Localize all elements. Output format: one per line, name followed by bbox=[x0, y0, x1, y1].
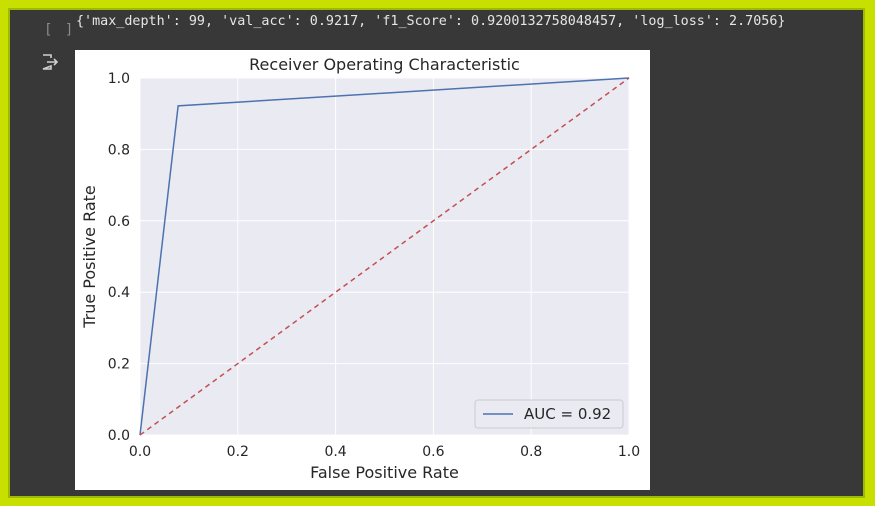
y-tick-label: 0.8 bbox=[108, 142, 130, 158]
cell-stdout: {'max_depth': 99, 'val_acc': 0.9217, 'f1… bbox=[76, 14, 786, 29]
x-tick-label: 0.0 bbox=[129, 444, 151, 460]
x-axis-label: False Positive Rate bbox=[310, 463, 459, 482]
legend: AUC = 0.92 bbox=[474, 399, 624, 429]
roc-figure: 0.0 0.2 0.4 0.6 0.8 1.0 0.0 0.2 0.4 0.6 0.8 1.0 Rec… bbox=[75, 50, 650, 490]
x-tick-label: 1.0 bbox=[618, 444, 640, 460]
y-tick-label: 0.4 bbox=[108, 285, 130, 301]
series-group bbox=[139, 77, 630, 436]
chance-diagonal-line bbox=[139, 77, 630, 436]
cell-run-prompt[interactable]: [ ] bbox=[44, 22, 76, 38]
chart-title: Receiver Operating Characteristic bbox=[249, 55, 520, 74]
y-tick-label: 1.0 bbox=[108, 71, 130, 87]
y-axis-label: True Positive Rate bbox=[80, 185, 99, 329]
tick-labels: 0.0 0.2 0.4 0.6 0.8 1.0 0.0 0.2 0.4 0.6 0.8 1.0 bbox=[108, 71, 640, 460]
x-tick-label: 0.6 bbox=[422, 444, 444, 460]
x-tick-label: 0.2 bbox=[227, 444, 249, 460]
notebook-output-cell: [ ] {'max_depth': 99, 'val_acc': 0.9217,… bbox=[8, 8, 865, 498]
y-tick-label: 0.6 bbox=[108, 214, 130, 230]
output-redirect-icon bbox=[40, 52, 60, 72]
legend-label: AUC = 0.92 bbox=[524, 405, 611, 423]
y-tick-label: 0.2 bbox=[108, 357, 130, 373]
x-tick-label: 0.4 bbox=[324, 444, 346, 460]
y-tick-label: 0.0 bbox=[108, 428, 130, 444]
x-tick-label: 0.8 bbox=[520, 444, 542, 460]
roc-curve-line bbox=[139, 77, 630, 436]
grid bbox=[139, 77, 630, 436]
roc-chart: 0.0 0.2 0.4 0.6 0.8 1.0 0.0 0.2 0.4 0.6 0.8 1.0 Rec… bbox=[80, 55, 640, 482]
legend-box bbox=[474, 399, 624, 429]
